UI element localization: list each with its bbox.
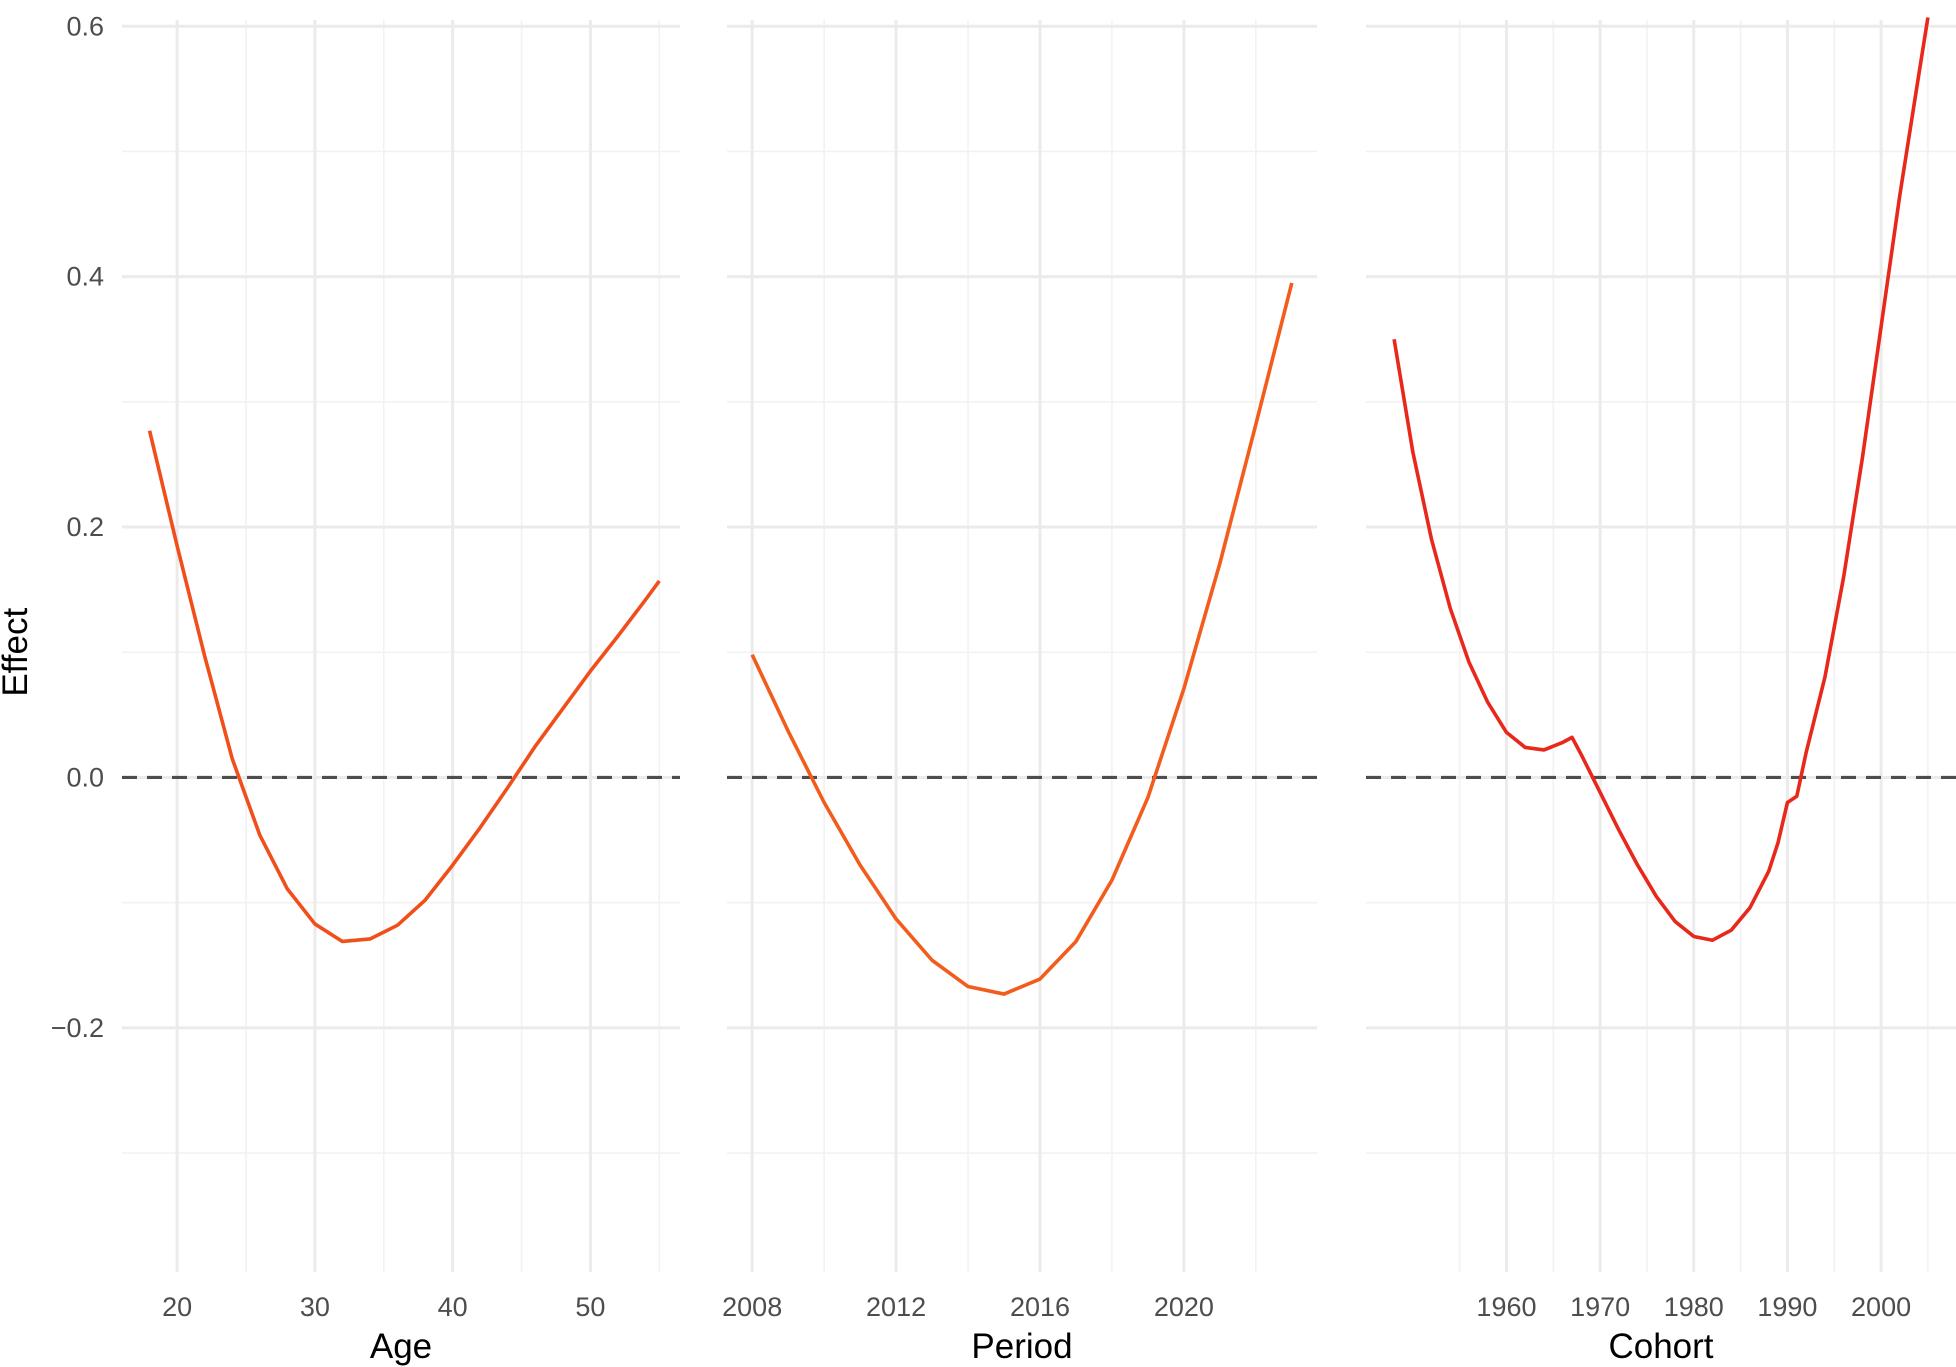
x-tick-label: 30	[300, 1292, 330, 1322]
period-effect-line	[750, 282, 1294, 996]
x-tick-label: 20	[162, 1292, 192, 1322]
y-tick-label: 0.4	[66, 262, 104, 292]
x-tick-label: 2008	[722, 1292, 782, 1322]
x-tick-label: 1980	[1664, 1292, 1724, 1322]
y-tick-label: 0.2	[66, 512, 104, 542]
x-tick-label: 40	[438, 1292, 468, 1322]
x-tick-label: 2000	[1851, 1292, 1911, 1322]
x-tick-label: 2020	[1154, 1292, 1214, 1322]
cohort-effect-line	[1392, 17, 1930, 943]
x-tick-label: 1960	[1476, 1292, 1536, 1322]
y-axis-title: Effect	[0, 608, 35, 697]
x-axis-title-age: Age	[370, 1327, 432, 1366]
y-tick-label: 0.6	[66, 11, 104, 41]
x-axis-title-period: Period	[971, 1327, 1072, 1366]
x-tick-label: 50	[575, 1292, 605, 1322]
x-tick-label: 1990	[1757, 1292, 1817, 1322]
x-tick-label: 2012	[866, 1292, 926, 1322]
y-tick-label: −0.2	[51, 1013, 104, 1043]
x-tick-label: 1970	[1570, 1292, 1630, 1322]
x-tick-label: 2016	[1010, 1292, 1070, 1322]
y-tick-label: 0.0	[66, 762, 104, 792]
age-effect-line	[147, 430, 661, 944]
x-axis-title-cohort: Cohort	[1608, 1327, 1713, 1366]
